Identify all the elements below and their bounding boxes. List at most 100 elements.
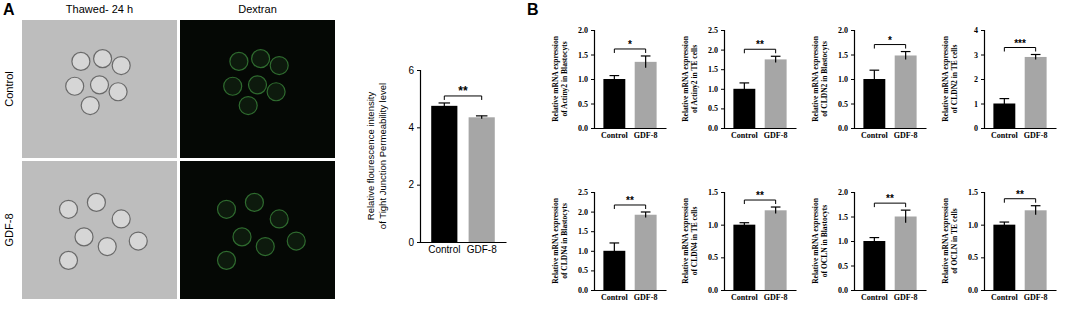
embryo [270,57,288,75]
embryo [72,52,90,70]
y-tick-mark [721,290,724,291]
error-bar-cap [1031,205,1041,206]
y-axis: 0.00.51.01.52.0 [578,26,595,133]
error-bar-stem [1035,55,1036,60]
y-tick-mark [591,55,594,56]
bar [895,55,917,128]
y-tick-label: 0.5 [578,266,588,275]
y-tick-mark [981,104,984,105]
y-tick-label: 0.0 [578,124,588,133]
y-tick: 4 [408,122,420,133]
y-tick-mark [591,30,594,31]
y-tick: 0 [408,237,420,248]
y-tick-label: 1.0 [838,237,848,246]
bar-chart: 0.00.51.01.52.0ControlGDF-8Relative mRNA… [811,26,927,140]
x-axis-line [985,290,1057,291]
y-tick-label: 2.5 [708,26,718,35]
embryo [245,193,263,211]
error-bar-stem [645,212,646,217]
y-axis-line [721,193,725,291]
embryo [87,193,105,211]
y-tick: 1.0 [968,221,984,230]
error-bar [870,238,880,245]
bar-chart: 0.00.51.01.52.02.5ControlGDF-8Relative m… [681,26,797,140]
y-tick: 0.5 [578,266,594,275]
y-axis: 0.00.51.01.5 [968,188,985,295]
y-tick-label: 1.5 [708,188,718,197]
error-bar-cap [1000,221,1010,222]
x-tick: GDF-8 [467,242,497,255]
significance-label: ** [756,39,764,50]
embryo [81,97,99,115]
y-tick-label: 0.0 [708,124,718,133]
x-axis: ControlGDF-8 [595,290,667,302]
y-tick: 0.0 [708,286,724,295]
y-axis-line [591,31,595,129]
y-tick: 2.0 [578,208,594,217]
y-tick-label: 6 [408,65,414,76]
significance-label: ** [458,84,468,98]
embryo [91,76,109,94]
y-tick: 2.0 [838,26,854,35]
y-tick-label: 0.0 [838,286,848,295]
y-tick-label: 1.0 [708,221,718,230]
y-tick: 1.0 [578,247,594,256]
image-column-label: Dextran [238,3,277,15]
x-tick: GDF-8 [764,290,788,302]
x-tick-label: Control [991,131,1018,140]
y-tick-label: 4 [408,122,414,133]
embryo [233,228,251,246]
y-tick-mark [851,290,854,291]
y-tick: 1.0 [838,75,854,84]
error-bar [901,210,911,223]
x-tick-label: Control [861,131,888,140]
error-bar-cap [1031,54,1041,55]
y-tick-label: 2.0 [708,46,718,55]
y-tick-mark [981,290,984,291]
micrograph-background [22,161,177,299]
y-axis-title: of Actiny2 in Blastocyts [560,41,569,116]
y-axis-title: of Actiny2 in TE cells [690,45,699,113]
bar [765,59,787,128]
y-axis-title: of OCLN in Blastocyts [820,205,829,277]
y-axis-title: Relative mRNA expression [551,35,560,122]
plot-area [993,206,1046,290]
y-tick-mark [851,217,854,218]
y-tick: 0.0 [838,286,854,295]
x-tick-label: GDF-8 [467,244,497,255]
bar [993,225,1015,290]
y-axis: 01234 [974,26,985,133]
x-tick: GDF-8 [764,128,788,140]
y-tick-label: 1.5 [708,65,718,74]
plot-area [993,55,1046,129]
y-axis-line [851,31,855,129]
y-tick: 1.0 [838,237,854,246]
embryo [129,232,147,250]
y-tick-label: 0.5 [968,253,978,262]
y-tick-mark [981,55,984,56]
y-tick: 6 [408,65,420,76]
error-bar-stem [444,103,445,109]
plot-area [733,56,786,128]
y-tick-mark [721,257,724,258]
y-tick: 4 [974,26,984,35]
error-bar-stem [905,52,906,60]
y-tick: 2.0 [838,188,854,197]
x-tick-label: GDF-8 [764,131,788,140]
y-tick-mark [591,192,594,193]
error-bar-cap [476,115,488,116]
embryo [66,77,84,95]
y-tick-label: 0.5 [838,100,848,109]
y-tick-mark [591,212,594,213]
y-tick-mark [721,108,724,109]
x-tick: Control [991,128,1018,140]
y-tick-mark [591,251,594,252]
x-axis: ControlGDF-8 [421,242,507,255]
y-tick-mark [851,128,854,129]
y-axis-line [981,193,985,291]
y-axis-title: of OCLN in TE cells [950,208,959,273]
y-tick-mark [981,128,984,129]
x-axis-line [855,290,927,291]
y-tick-label: 1.5 [838,51,848,60]
image-row-label: Control [3,71,15,106]
